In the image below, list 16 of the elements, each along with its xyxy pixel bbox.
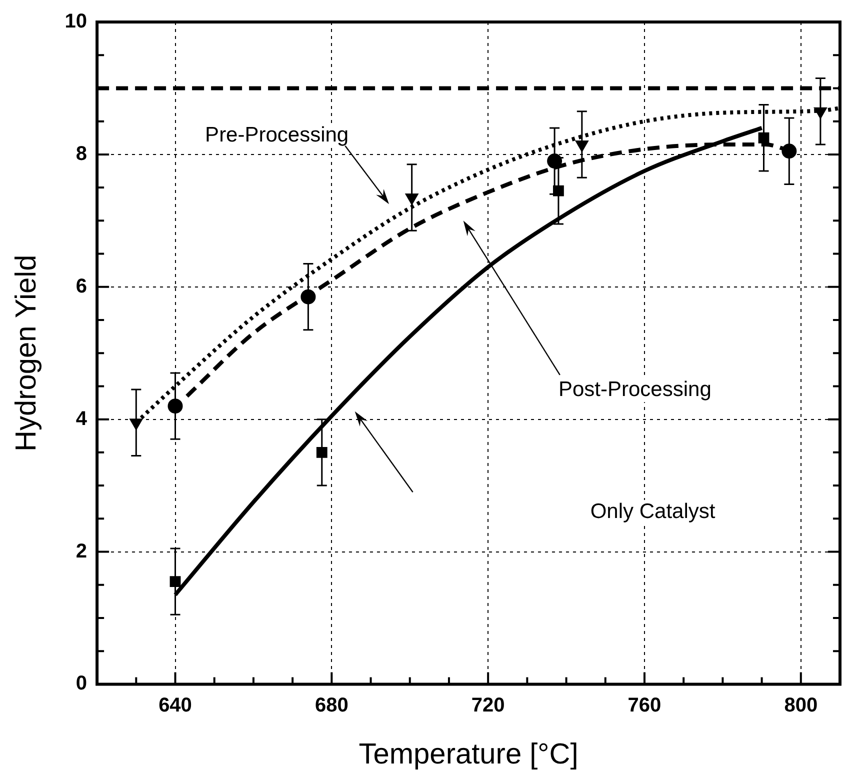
x-tick-label: 640: [158, 694, 192, 717]
y-tick-label: 6: [76, 275, 88, 298]
y-tick-label: 10: [64, 10, 88, 33]
annotation: Only Catalyst: [590, 500, 716, 523]
x-tick-label: 800: [784, 694, 818, 717]
y-tick-label: 8: [76, 142, 88, 165]
y-tick-label: 4: [76, 408, 88, 430]
x-tick-label: 760: [628, 694, 662, 717]
annotation: Post-Processing: [558, 378, 712, 401]
annotation: Pre-Processing: [205, 124, 349, 147]
x-tick-label: 680: [314, 694, 348, 717]
x-axis-title: Temperature [°C]: [358, 738, 578, 771]
y-tick-label: 2: [76, 540, 88, 562]
y-tick-label: 0: [76, 672, 88, 695]
x-tick-label: 720: [471, 694, 505, 717]
y-axis-title: Hydrogen Yield: [10, 254, 42, 452]
